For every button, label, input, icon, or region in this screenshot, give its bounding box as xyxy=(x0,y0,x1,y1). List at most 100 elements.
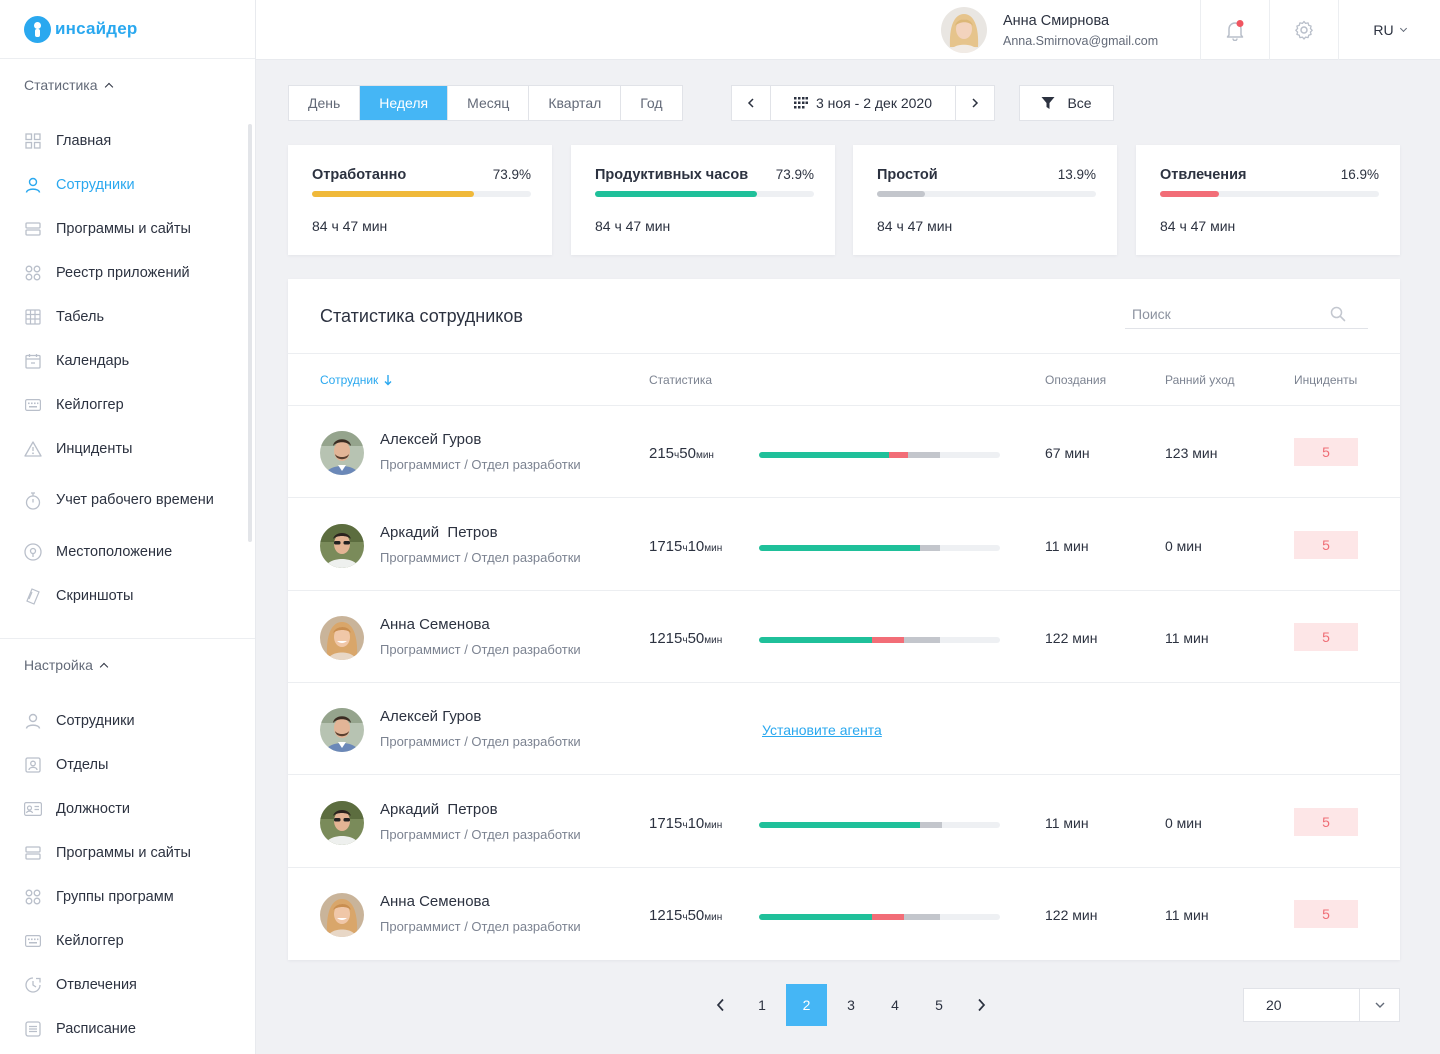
sidebar-item-0-3[interactable]: Реестр приложений xyxy=(0,251,255,295)
sidebar-item-0-6[interactable]: Кейлоггер xyxy=(0,383,255,427)
sidebar-item-1-6[interactable]: Отвлечения xyxy=(0,963,255,1007)
employee-avatar[interactable] xyxy=(320,524,364,568)
productive-segment xyxy=(759,452,890,458)
page-3-button[interactable]: 3 xyxy=(847,997,855,1013)
sidebar-scrollbar[interactable] xyxy=(248,124,252,542)
sidebar-item-1-1[interactable]: Отделы xyxy=(0,743,255,787)
late-value: 122 мин xyxy=(1045,630,1098,646)
user-profile[interactable]: Анна Смирнова Anna.Smirnova@gmail.com xyxy=(941,0,1158,60)
language-select[interactable]: RU xyxy=(1338,0,1440,60)
column-incidents[interactable]: Инциденты xyxy=(1294,373,1358,387)
period-tab-3[interactable]: Квартал xyxy=(529,86,622,120)
incidents-badge[interactable]: 5 xyxy=(1294,531,1358,559)
sidebar-item-1-3[interactable]: Программы и сайты xyxy=(0,831,255,875)
column-late[interactable]: Опоздания xyxy=(1045,373,1107,387)
period-tab-1[interactable]: Неделя xyxy=(360,86,449,120)
employee-name[interactable]: Анна Семенова xyxy=(380,893,490,910)
sidebar-item-label: Отделы xyxy=(56,757,109,773)
period-tab-2[interactable]: Месяц xyxy=(448,86,530,120)
table-row[interactable]: Аркадий Петров Программист / Отдел разраб… xyxy=(288,776,1400,868)
search-icon[interactable] xyxy=(1330,306,1346,322)
search-input[interactable] xyxy=(1125,306,1330,322)
employee-name[interactable]: Аркадий Петров xyxy=(380,801,498,818)
filter-label: Все xyxy=(1067,95,1092,111)
page-1-button[interactable]: 1 xyxy=(758,997,766,1013)
install-agent-link[interactable]: Установите агента xyxy=(762,722,882,738)
user-icon xyxy=(24,176,42,194)
per-page-dropdown-button[interactable] xyxy=(1359,989,1399,1021)
kpi-value: 84 ч 47 мин xyxy=(877,218,953,234)
user-avatar[interactable] xyxy=(941,7,987,53)
sidebar-item-1-5[interactable]: Кейлоггер xyxy=(0,919,255,963)
employee-name[interactable]: Анна Семенова xyxy=(380,616,490,633)
page-prev-button[interactable] xyxy=(700,984,740,1026)
range-next-button[interactable] xyxy=(955,86,994,120)
employee-name[interactable]: Алексей Гуров xyxy=(380,431,482,448)
sidebar-item-0-4[interactable]: Табель xyxy=(0,295,255,339)
settings-button[interactable] xyxy=(1269,0,1338,60)
sidebar-item-0-7[interactable]: Инциденты xyxy=(0,427,255,471)
incidents-badge[interactable]: 5 xyxy=(1294,623,1358,651)
language-value: RU xyxy=(1373,22,1394,38)
employee-avatar[interactable] xyxy=(320,801,364,845)
page-next-button[interactable] xyxy=(961,984,1001,1026)
incidents-badge[interactable]: 5 xyxy=(1294,900,1358,928)
column-employee[interactable]: Сотрудник xyxy=(320,373,392,387)
employee-avatar[interactable] xyxy=(320,893,364,937)
hours-unit: ч xyxy=(682,820,688,831)
table-row[interactable]: Анна Семенова Программист / Отдел разрабо… xyxy=(288,868,1400,960)
sidebar-section-header[interactable]: Статистика xyxy=(0,59,255,111)
sidebar-item-0-1[interactable]: Сотрудники xyxy=(0,163,255,207)
sidebar-item-1-2[interactable]: Должности xyxy=(0,787,255,831)
incidents-badge[interactable]: 5 xyxy=(1294,438,1358,466)
minutes-unit: мин xyxy=(704,912,723,923)
sidebar-item-0-2[interactable]: Программы и сайты xyxy=(0,207,255,251)
page-2-button[interactable]: 2 xyxy=(786,984,827,1026)
employee-avatar[interactable] xyxy=(320,431,364,475)
range-prev-button[interactable] xyxy=(732,86,771,120)
employee-avatar[interactable] xyxy=(320,616,364,660)
user-email: Anna.Smirnova@gmail.com xyxy=(1003,33,1159,48)
sidebar-item-0-10[interactable]: Скриншоты xyxy=(0,574,255,618)
sidebar-sections: Статистика Главная Сотрудники Программы и с… xyxy=(0,59,255,1051)
table-row[interactable]: Алексей Гуров Программист / Отдел разрабо… xyxy=(288,406,1400,498)
distraction-segment xyxy=(889,452,909,458)
period-tab-4[interactable]: Год xyxy=(640,95,663,111)
sidebar-item-label: Расписание xyxy=(56,1021,136,1037)
sidebar-item-0-9[interactable]: Местоположение xyxy=(0,530,255,574)
language-label: RU xyxy=(1373,22,1407,38)
table-row[interactable]: Анна Семенова Программист / Отдел разрабо… xyxy=(288,591,1400,683)
logo[interactable]: инсайдер xyxy=(0,0,255,59)
notifications-button[interactable] xyxy=(1200,0,1269,60)
page-4-button[interactable]: 4 xyxy=(891,997,899,1013)
column-stats[interactable]: Статистика xyxy=(649,373,713,387)
page-5-button[interactable]: 5 xyxy=(935,997,943,1013)
idle-segment xyxy=(903,914,940,920)
per-page-select[interactable]: 20 xyxy=(1243,988,1400,1022)
table-row[interactable]: Аркадий Петров Программист / Отдел разраб… xyxy=(288,499,1400,591)
work-hours: 1715 xyxy=(649,815,683,832)
sidebar-item-1-4[interactable]: Группы программ xyxy=(0,875,255,919)
period-tab-0[interactable]: День xyxy=(289,86,361,120)
employee-name[interactable]: Аркадий Петров xyxy=(380,524,498,541)
table-header: Сотрудник Статистика Опоздания Ранний ух… xyxy=(288,353,1400,406)
sidebar-item-0-5[interactable]: Календарь xyxy=(0,339,255,383)
incidents-badge[interactable]: 5 xyxy=(1294,808,1358,836)
sidebar-item-1-0[interactable]: Сотрудники xyxy=(0,699,255,743)
column-early[interactable]: Ранний уход xyxy=(1165,373,1235,387)
employee-name[interactable]: Алексей Гуров xyxy=(380,708,482,725)
filter-button[interactable]: Все xyxy=(1019,85,1114,121)
employee-avatar[interactable] xyxy=(320,708,364,752)
keyboard-icon xyxy=(24,932,42,950)
range-display[interactable]: 3 ноя - 2 дек 2020 xyxy=(771,86,955,120)
card-title: Статистика сотрудников xyxy=(320,306,523,326)
kpi-progress-fill xyxy=(877,191,926,197)
table-row[interactable]: Алексей Гуров Программист / Отдел разрабо… xyxy=(288,683,1400,775)
sidebar-item-0-8[interactable]: Учет рабочего времени xyxy=(0,471,255,530)
work-hours: 1215 xyxy=(649,907,683,924)
sidebar-item-0-0[interactable]: Главная xyxy=(0,119,255,163)
sidebar-item-1-7[interactable]: Расписание xyxy=(0,1007,255,1051)
late-value: 122 мин xyxy=(1045,907,1098,923)
sidebar-section-header[interactable]: Настройка xyxy=(0,639,255,691)
department-icon xyxy=(24,756,42,774)
